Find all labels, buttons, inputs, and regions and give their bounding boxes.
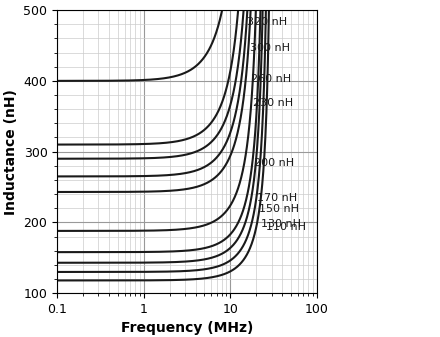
Text: 300 nH: 300 nH [250,43,290,54]
Text: 200 nH: 200 nH [254,158,294,168]
Text: 170 nH: 170 nH [257,193,297,203]
Text: 230 nH: 230 nH [253,98,293,108]
Text: 110 nH: 110 nH [266,222,306,232]
Y-axis label: Inductance (nH): Inductance (nH) [4,89,18,215]
Text: 320 nH: 320 nH [247,17,287,27]
X-axis label: Frequency (MHz): Frequency (MHz) [121,321,253,335]
Text: 150 nH: 150 nH [259,205,299,214]
Text: 260 nH: 260 nH [251,74,292,84]
Text: 130 nH: 130 nH [261,219,301,229]
